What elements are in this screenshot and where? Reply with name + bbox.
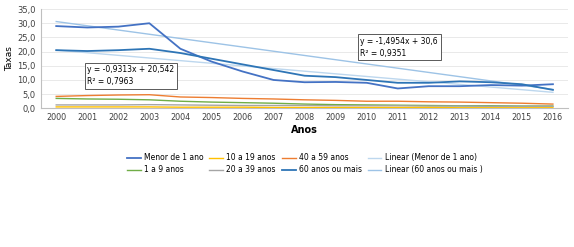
Text: y = -0,9313x + 20,542
R² = 0,7963: y = -0,9313x + 20,542 R² = 0,7963: [87, 65, 174, 86]
Legend: Menor de 1 ano, 1 a 9 anos, 10 a 19 anos, 20 a 39 anos, 40 a 59 anos, 60 anos ou: Menor de 1 ano, 1 a 9 anos, 10 a 19 anos…: [125, 152, 484, 176]
Text: y = -1,4954x + 30,6
R² = 0,9351: y = -1,4954x + 30,6 R² = 0,9351: [360, 37, 438, 58]
Y-axis label: Taxas: Taxas: [6, 46, 14, 71]
X-axis label: Anos: Anos: [291, 125, 318, 135]
